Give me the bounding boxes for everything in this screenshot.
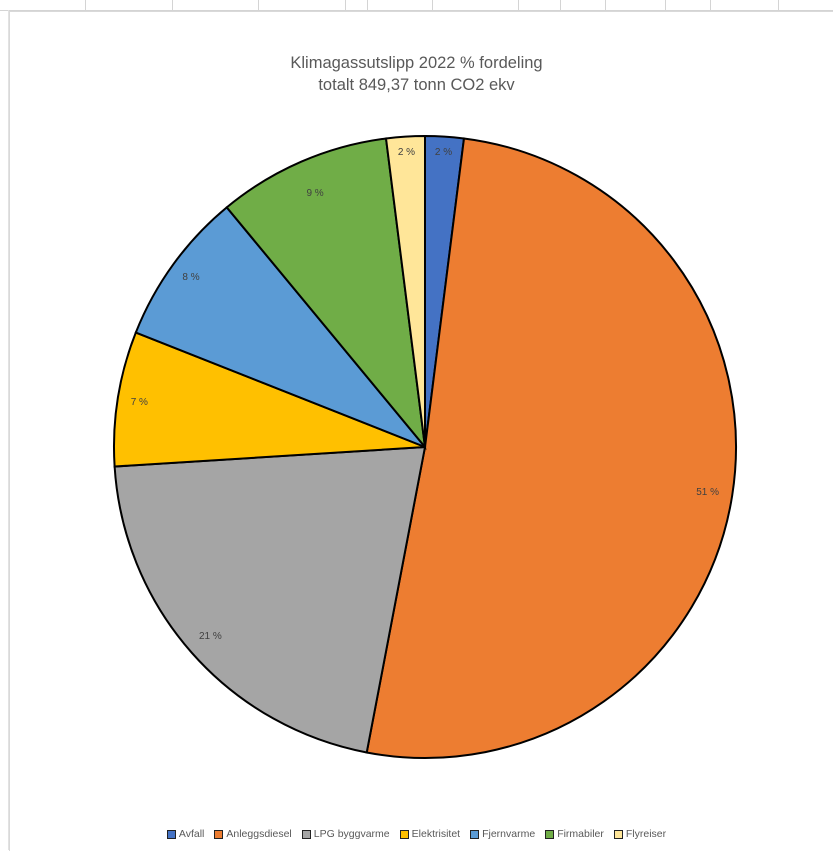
legend-item-avfall: Avfall xyxy=(166,828,205,840)
legend-item-anleggsdiesel: Anleggsdiesel xyxy=(214,828,292,840)
legend-item-elektrisitet: Elektrisitet xyxy=(399,828,461,840)
data-label-anleggsdiesel: 51 % xyxy=(696,487,719,498)
pie-slice-elektrisitet[interactable] xyxy=(113,331,426,468)
legend-label: Elektrisitet xyxy=(411,828,461,840)
legend-item-firmabiler: Firmabiler xyxy=(545,828,604,840)
spreadsheet-column-header-strip xyxy=(0,0,833,11)
spreadsheet-row-header-strip xyxy=(0,10,9,850)
legend-item-lpg-byggvarme: LPG byggvarme xyxy=(301,828,390,840)
legend-swatch xyxy=(301,829,311,839)
pie-slice-fjernvarme[interactable] xyxy=(134,205,426,448)
chart-title: Klimagassutslipp 2022 % fordeling xyxy=(290,54,543,72)
legend-item-fjernvarme: Fjernvarme xyxy=(470,828,535,840)
legend-label: Flyreiser xyxy=(625,828,667,840)
pie-slice-firmabiler[interactable] xyxy=(225,137,427,451)
legend-swatch xyxy=(613,829,623,839)
chart-legend: Avfall Anleggsdiesel LPG byggvarme Elektris… xyxy=(0,826,833,842)
legend-label: LPG byggvarme xyxy=(313,828,390,840)
legend-label: Anleggsdiesel xyxy=(226,828,292,840)
pie-slice-flyreiser[interactable] xyxy=(384,134,426,448)
data-label-lpg-byggvarme: 21 % xyxy=(199,631,222,642)
legend-swatch xyxy=(214,829,224,839)
legend-label: Fjernvarme xyxy=(482,828,536,840)
legend-swatch xyxy=(545,829,555,839)
legend-label: Avfall xyxy=(178,828,205,840)
data-label-flyreiser: 2 % xyxy=(398,147,415,158)
pie-slice-lpg-byggvarme[interactable] xyxy=(113,445,427,754)
pie-slice-anleggsdiesel[interactable] xyxy=(365,137,737,759)
legend-label: Firmabiler xyxy=(557,828,604,840)
legend-item-flyreiser: Flyreiser xyxy=(613,828,667,840)
data-label-firmabiler: 9 % xyxy=(306,188,323,199)
data-label-fjernvarme: 8 % xyxy=(182,272,199,283)
legend-swatch xyxy=(470,829,480,839)
legend-swatch xyxy=(399,829,409,839)
data-label-avfall: 2 % xyxy=(435,147,452,158)
data-label-elektrisitet: 7 % xyxy=(131,397,148,408)
chart-subtitle: totalt 849,37 tonn CO2 ekv xyxy=(318,76,515,94)
legend-swatch xyxy=(166,829,176,839)
